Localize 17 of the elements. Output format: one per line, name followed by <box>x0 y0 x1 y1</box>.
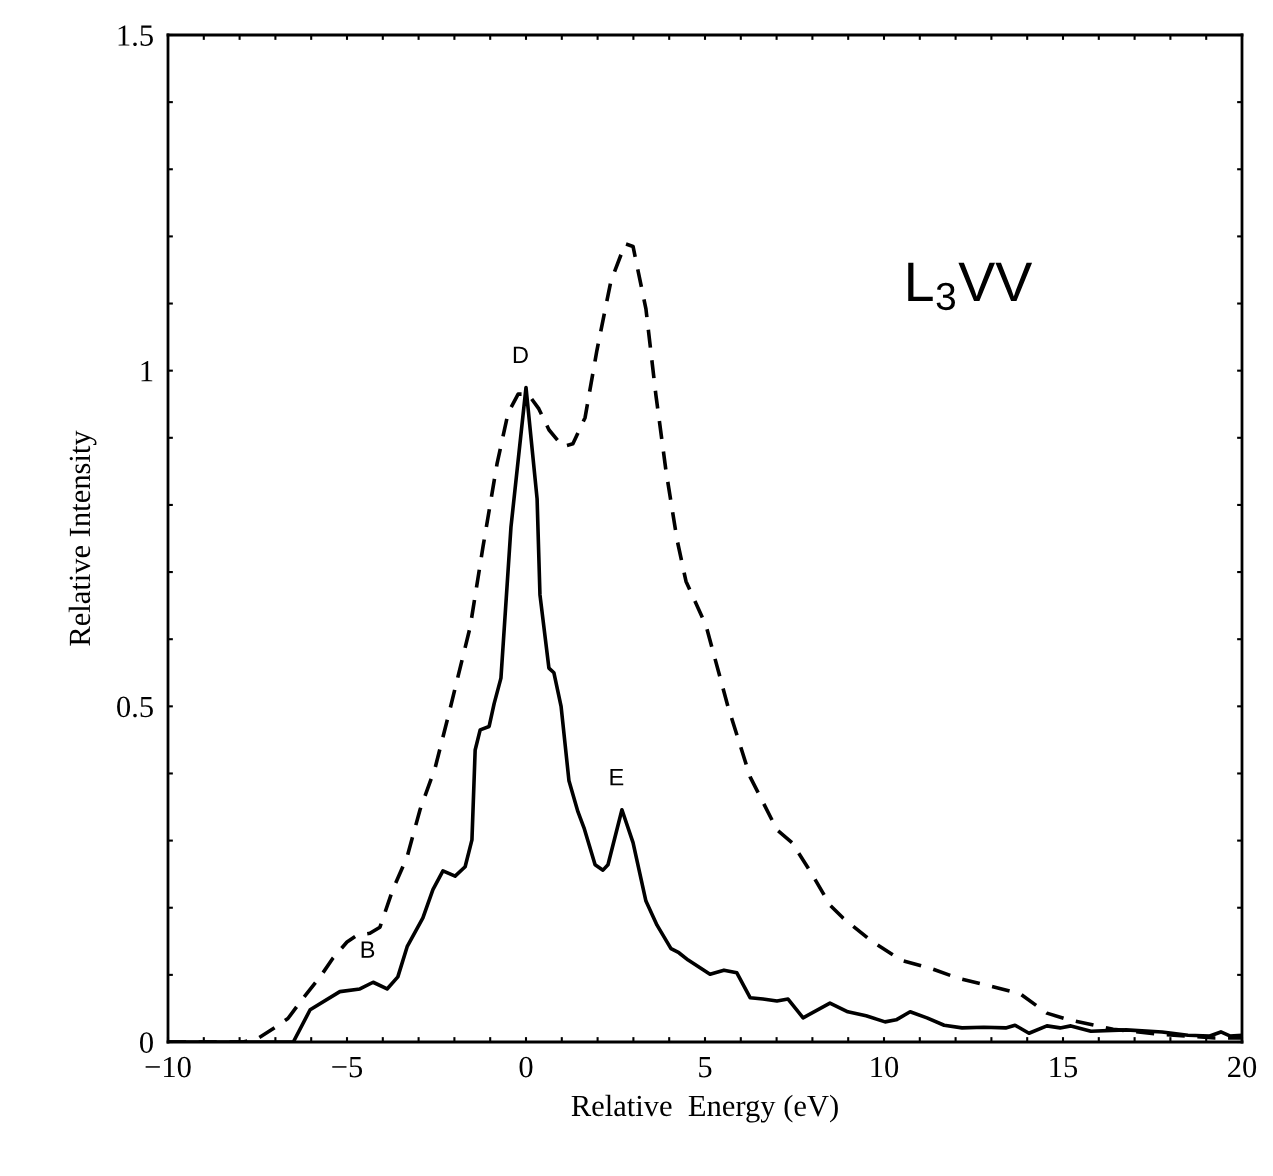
annotation: E <box>610 769 624 786</box>
x-tick-label: 20 <box>1228 1056 1257 1078</box>
y-tick-label: 1.5 <box>118 25 153 47</box>
annotation: B <box>361 941 375 958</box>
x-tick-label: 0 <box>519 1056 533 1078</box>
y-axis-title: Relative Intensity <box>68 430 97 646</box>
x-tick-label: 10 <box>871 1056 899 1078</box>
annotation: D <box>513 346 528 363</box>
y-tick-label: 1 <box>141 361 153 382</box>
annotation: L$_{3}$VV <box>908 262 1033 311</box>
y-tick-label: 0.5 <box>117 696 153 718</box>
x-tick-label: 15 <box>1050 1056 1078 1078</box>
x-tick-label: −5 <box>332 1057 363 1078</box>
y-tick-label: 0 <box>140 1032 153 1053</box>
x-tick-label: −10 <box>145 1056 191 1078</box>
x-tick-label: 5 <box>699 1057 712 1078</box>
x-axis-title: Relative Energy (eV) <box>571 1094 838 1123</box>
